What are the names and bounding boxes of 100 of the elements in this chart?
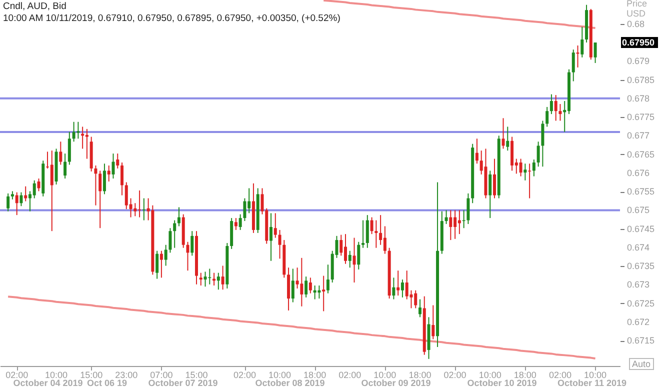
candlestick [400, 279, 404, 298]
candlestick [458, 210, 461, 235]
candlestick [532, 159, 536, 177]
x-tick-label: 02:00 [444, 370, 466, 380]
candlestick [357, 241, 360, 270]
candlestick [278, 229, 282, 260]
text: October 11 2019 [557, 378, 627, 388]
y-tick-label: 0.6745 [627, 224, 655, 234]
candlestick [322, 275, 326, 312]
x-tick-label: 02:00 [6, 370, 28, 380]
candlestick [366, 214, 369, 248]
y-tick-label: 0.6775 [627, 112, 655, 122]
y-tick-label: 0.677 [627, 130, 650, 141]
candlestick [238, 214, 242, 230]
candlestick [558, 103, 562, 122]
x-tick-label: 02:00 [338, 370, 362, 380]
x-tick-label: 15:00 [80, 370, 103, 380]
x-tick-label: 18:00 [514, 370, 536, 380]
x-tick-label: 07:00 [150, 370, 173, 380]
candlestick [243, 198, 246, 222]
line-series [7, 296, 596, 360]
x-tick-label: 02:00 [233, 370, 256, 380]
text: October 08 2019 [255, 378, 325, 388]
candlestick [98, 170, 102, 229]
candlestick [199, 272, 202, 286]
candlestick [580, 26, 584, 58]
y-tick-label: 0.6735 [627, 261, 655, 272]
candlestick [59, 141, 62, 166]
candlestick [396, 270, 400, 296]
candlestick [116, 153, 120, 169]
candlestick [352, 237, 356, 284]
candlestick [24, 186, 28, 202]
candlestick [300, 257, 304, 307]
chart-title: Cndl, AUD, Bid [3, 1, 68, 13]
y-tick-label: 0.6715 [627, 336, 655, 346]
candlestick [524, 163, 527, 181]
candlestick [68, 131, 71, 166]
candlestick [85, 128, 88, 160]
candlestick [475, 138, 478, 164]
candlestick [546, 106, 549, 128]
text: October 07 2019 [148, 378, 218, 388]
candlestick [432, 304, 435, 340]
candlestick [216, 272, 220, 290]
candlestick [383, 226, 386, 254]
y-tick-label: 0.68 [627, 18, 645, 29]
candlestick [270, 212, 272, 262]
x-tick-label: 10:00 [374, 370, 396, 380]
candlestick [370, 216, 374, 235]
candlestick [120, 162, 124, 196]
candlestick [418, 298, 422, 318]
candlestick [134, 202, 137, 217]
text: Oct 06 19 [86, 378, 128, 388]
candlestick [291, 268, 294, 303]
candlestick [594, 42, 597, 64]
text: October 04 2019 [13, 378, 83, 388]
x-tick-label: 10:00 [45, 370, 68, 380]
candlestick [405, 270, 408, 300]
candlestick [492, 158, 496, 199]
candlestick [362, 220, 365, 248]
candlestick [374, 220, 378, 248]
text: 0.67950 [622, 37, 655, 48]
candlestick [572, 49, 575, 82]
candlestick [444, 210, 448, 224]
x-tick-label: 10:00 [478, 370, 502, 380]
candlestick [528, 163, 532, 199]
candlestick [32, 180, 36, 199]
text: October 10 2019 [467, 378, 537, 388]
x-tick-label: 02:00 [548, 370, 572, 380]
text: 10:00 AM 10/11/2019, 0.67910, 0.67950, 0.67895, 0.67950, +0.00350, (+0.52%) [3, 13, 340, 25]
candlestick [173, 220, 176, 248]
candlestick [304, 276, 308, 298]
candlestick [76, 121, 80, 140]
candlestick [186, 241, 190, 272]
x-tick-label: 18:00 [304, 370, 326, 380]
candlestick [554, 94, 558, 122]
candlestick [576, 44, 580, 68]
candlestick [519, 158, 522, 177]
y-tick-label: 0.673 [627, 280, 650, 290]
y-tick-label: 0.6765 [627, 149, 655, 160]
y-axis-title: Price USD [626, 0, 648, 18]
x-tick-label: 10:00 [268, 370, 292, 380]
candlestick [64, 153, 67, 180]
y-tick-label: 0.672 [627, 317, 650, 328]
candlestick [50, 150, 54, 232]
candlestick [160, 250, 163, 278]
candlestick [506, 126, 510, 152]
candlestick [541, 120, 544, 168]
candlestick [72, 121, 76, 142]
y-tick-label: 0.6785 [627, 74, 655, 85]
candlestick [164, 244, 168, 266]
y-tick-label: 0.6725 [627, 298, 655, 308]
candlestick [168, 228, 172, 254]
y-tick-label: 0.678 [627, 93, 650, 104]
candlestick [37, 178, 40, 192]
y-tick-label: 0.674 [627, 242, 650, 252]
x-tick-label: 23:00 [115, 370, 138, 380]
y-tick-label: 0.675 [627, 205, 650, 216]
x-tick-label: 18:00 [408, 370, 432, 380]
candlestick [234, 218, 238, 230]
candlestick [107, 164, 110, 182]
